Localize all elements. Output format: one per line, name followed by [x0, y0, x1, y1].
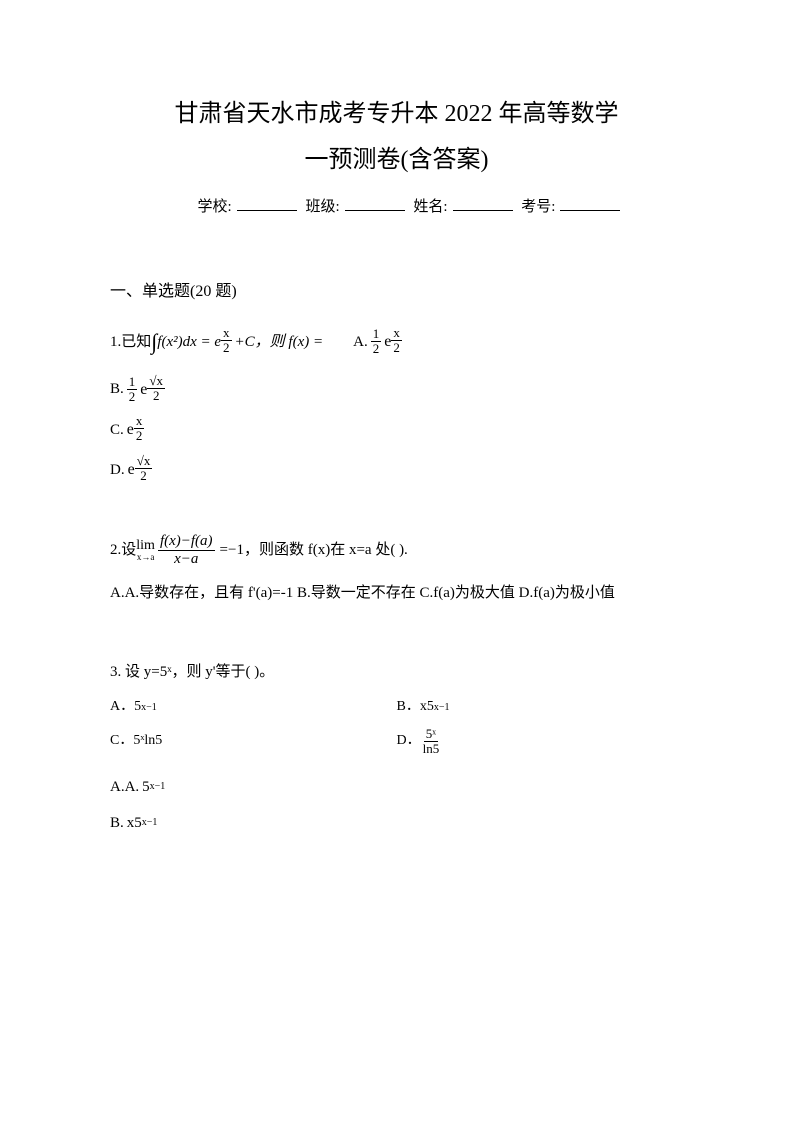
q2-frac-bot: x−a — [172, 551, 200, 568]
q3-bb-sup: x−1 — [142, 815, 158, 831]
q1-opt-a-exp: x2 — [391, 326, 402, 356]
q1-opt-d-exp: √x2 — [135, 454, 153, 484]
q3-opt-b-sup: x−1 — [434, 700, 450, 716]
q3-answer-b: B. x5x−1 — [110, 811, 683, 835]
school-label: 学校: — [198, 199, 232, 215]
q3-opt-c-text: C．5ˣln5 — [110, 730, 162, 752]
q3-opt-b-text: B．x5 — [397, 696, 434, 718]
q1-opt-b-frac: 12 — [127, 375, 138, 405]
q3-aa-val: 5 — [142, 775, 150, 799]
q2-equals: =−1 — [220, 538, 244, 562]
q1-opt-a-e: e — [384, 329, 391, 355]
q3-bb-val: x5 — [127, 811, 142, 835]
q3-opt-d-text: D． — [397, 730, 421, 752]
section-title: 一、单选题(20 题) — [110, 279, 683, 305]
document-title-line1: 甘肃省天水市成考专升本 2022 年高等数学 — [110, 95, 683, 133]
q1-opt-c-exp: x2 — [134, 414, 145, 444]
q1-opt-d-e: e — [128, 457, 135, 483]
q3-answer-a: A.A. 5x−1 — [110, 775, 683, 799]
q1-integrand: f(x²)dx = e — [157, 330, 221, 354]
q3-aa-sup: x−1 — [150, 779, 166, 795]
q1-plus-c: +C，则 f(x) = — [235, 330, 324, 354]
q2-options: A.A.导数存在，且有 f'(a)=-1 B.导数一定不存在 C.f(a)为极大… — [110, 577, 683, 610]
q2-lim-sub: x→a — [137, 553, 155, 562]
class-label: 班级: — [305, 199, 339, 215]
q1-opt-a-label: A. — [353, 330, 368, 354]
q2-prefix: 设 — [121, 538, 136, 562]
q1-prefix: 已知 — [121, 330, 151, 354]
q1-opt-c-e: e — [127, 417, 134, 443]
q1-opt-d-label: D. — [110, 458, 125, 482]
q3-opt-d-frac: 5ˣ ln5 — [421, 727, 442, 757]
class-blank — [345, 210, 405, 211]
q3-opt-b: B．x5x−1 — [397, 692, 684, 722]
q3-option-grid: A．5x−1 B．x5x−1 C．5ˣln5 D． 5ˣ ln5 — [110, 692, 683, 760]
q2-number: 2. — [110, 538, 121, 562]
q3-aa-label: A.A. — [110, 775, 139, 799]
q2-suffix: ，则函数 f(x)在 x=a 处( ). — [244, 538, 408, 562]
q3-opt-a: A．5x−1 — [110, 692, 397, 722]
q1-opt-a-frac: 12 — [371, 327, 382, 357]
question-2: 2. 设 lim x→a f(x)−f(a) x−a =−1 ，则函数 f(x)… — [110, 533, 683, 610]
name-label: 姓名: — [413, 199, 447, 215]
question-1: 1. 已知 ∫ f(x²)dx = e x2 +C，则 f(x) = A. 12… — [110, 324, 683, 483]
q3-opt-a-text: A．5 — [110, 696, 141, 718]
q3-opt-d: D． 5ˣ ln5 — [397, 723, 684, 761]
q3-number: 3. — [110, 664, 121, 680]
q2-frac-top: f(x)−f(a) — [158, 533, 215, 551]
q1-opt-b-exp: √x2 — [147, 374, 165, 404]
q3-text: 设 y=5ˣ，则 y'等于( )。 — [125, 664, 274, 680]
q1-opt-b-e: e — [140, 377, 147, 403]
q1-number: 1. — [110, 330, 121, 354]
q3-opt-c: C．5ˣln5 — [110, 723, 397, 761]
exam-no-label: 考号: — [521, 199, 555, 215]
student-info-line: 学校: 班级: 姓名: 考号: — [110, 195, 683, 219]
q1-exp1: x2 — [221, 326, 232, 356]
exam-no-blank — [560, 210, 620, 211]
q2-formula: lim x→a f(x)−f(a) x−a =−1 — [136, 533, 244, 567]
q3-opt-d-bot: ln5 — [421, 742, 442, 756]
q3-bb-label: B. — [110, 811, 124, 835]
document-title-line2: 一预测卷(含答案) — [110, 141, 683, 179]
q3-opt-d-top: 5ˣ — [424, 727, 438, 742]
name-blank — [453, 210, 513, 211]
question-3: 3. 设 y=5ˣ，则 y'等于( )。 A．5x−1 B．x5x−1 C．5ˣ… — [110, 660, 683, 835]
school-blank — [237, 210, 297, 211]
q1-opt-b-label: B. — [110, 377, 124, 401]
q3-opt-a-sup: x−1 — [141, 700, 157, 716]
q1-opt-c-label: C. — [110, 418, 124, 442]
q2-lim: lim — [136, 539, 155, 553]
